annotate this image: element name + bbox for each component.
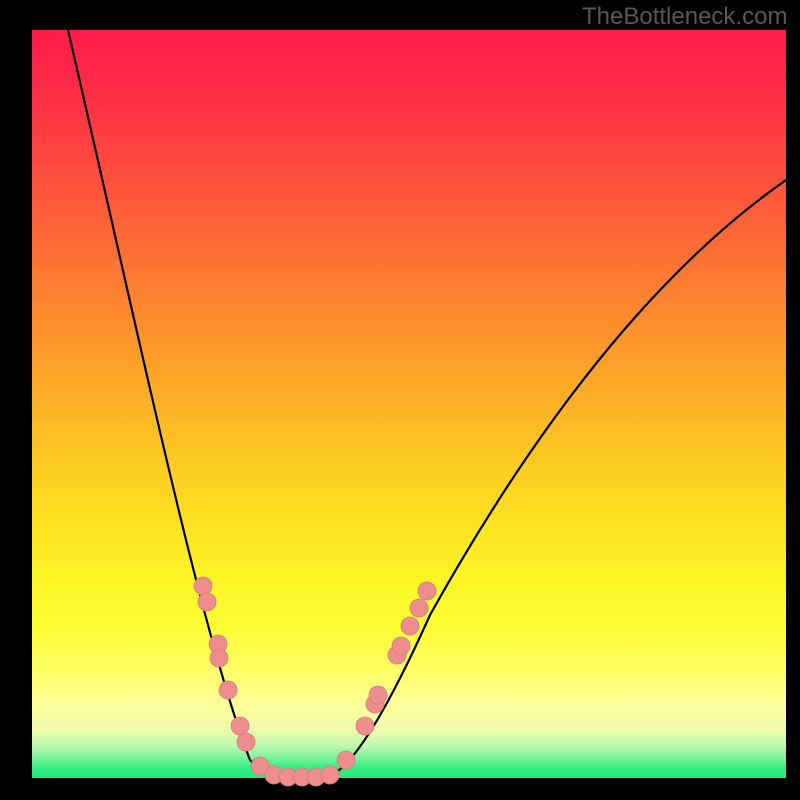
data-marker bbox=[337, 751, 355, 769]
data-marker bbox=[321, 766, 339, 784]
bottleneck-curve bbox=[68, 30, 786, 776]
data-marker bbox=[392, 637, 410, 655]
data-marker bbox=[418, 582, 436, 600]
data-marker bbox=[219, 681, 237, 699]
data-marker bbox=[410, 599, 428, 617]
data-marker bbox=[198, 593, 216, 611]
data-marker bbox=[401, 617, 419, 635]
data-marker bbox=[194, 577, 212, 595]
data-marker bbox=[237, 733, 255, 751]
marker-group bbox=[194, 577, 436, 786]
data-marker bbox=[210, 649, 228, 667]
data-marker bbox=[369, 686, 387, 704]
data-marker bbox=[356, 717, 374, 735]
chart-svg bbox=[0, 0, 800, 800]
data-marker bbox=[231, 717, 249, 735]
